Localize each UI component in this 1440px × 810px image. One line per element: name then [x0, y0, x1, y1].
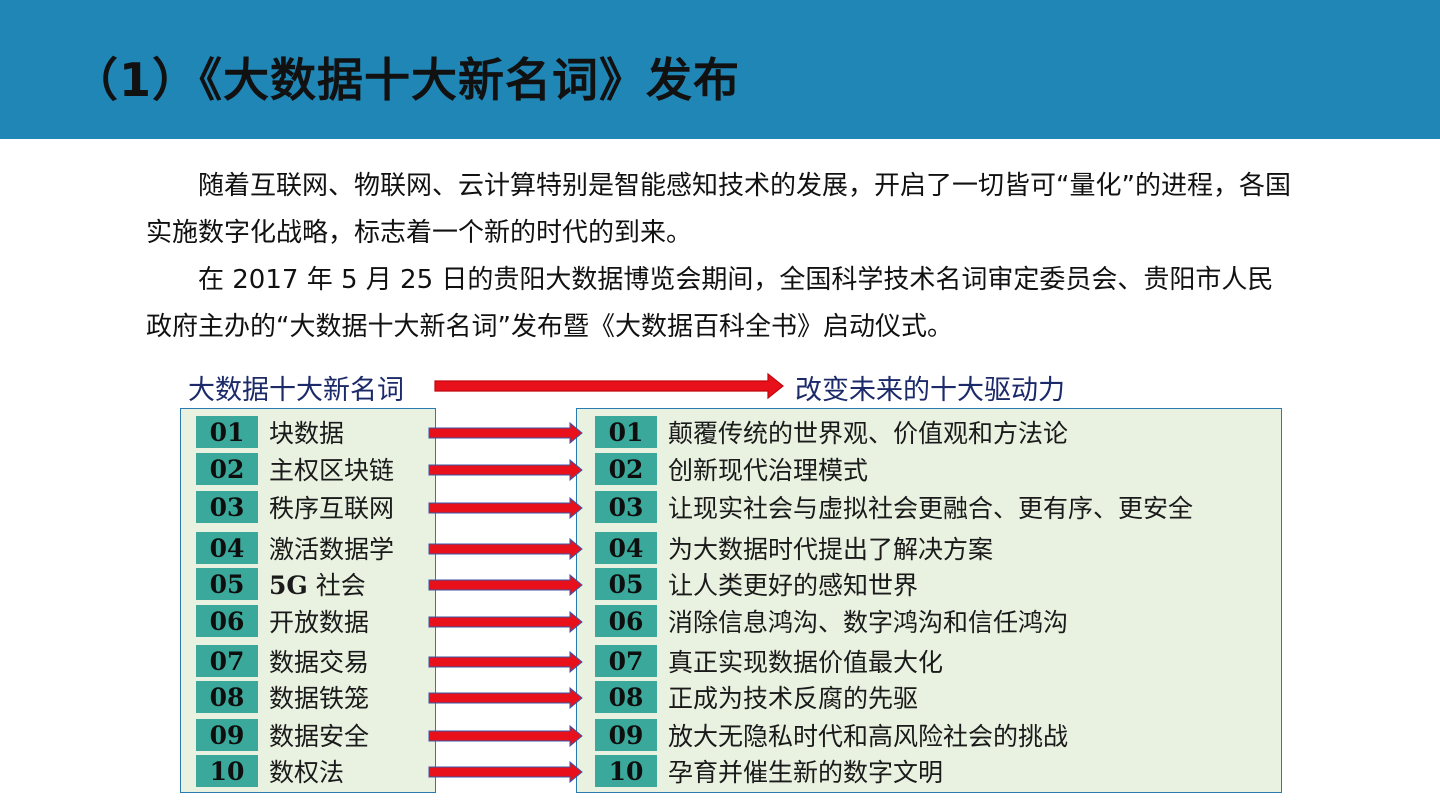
slide-title: （1）《大数据十大新名词》发布: [72, 53, 741, 107]
connector-arrow-icon: [428, 651, 583, 673]
left-heading: 大数据十大新名词: [188, 375, 404, 406]
driver-number-badge: 10: [595, 755, 657, 787]
paragraph-1: 随着互联网、物联网、云计算特别是智能感知技术的发展，开启了一切皆可“量化”的进程…: [146, 171, 1291, 248]
connector-arrow-icon: [428, 422, 583, 444]
driver-item-06: 06 消除信息鸿沟、数字鸿沟和信任鸿沟: [595, 603, 1068, 639]
connector-arrow-icon: [428, 725, 583, 747]
term-number-badge: 01: [196, 416, 258, 448]
term-item-07: 07 数据交易: [196, 643, 369, 679]
driver-number-badge: 05: [595, 568, 657, 600]
term-number-badge: 07: [196, 645, 258, 677]
term-item-08: 08 数据铁笼: [196, 679, 369, 715]
connector-arrow-icon: [428, 538, 583, 560]
driver-item-label: 真正实现数据价值最大化: [668, 648, 944, 677]
driver-number-badge: 08: [595, 681, 657, 713]
driver-number-badge: 06: [595, 605, 657, 637]
driver-item-01: 01 颠覆传统的世界观、价值观和方法论: [595, 414, 1068, 450]
driver-item-label: 消除信息鸿沟、数字鸿沟和信任鸿沟: [668, 608, 1069, 637]
paragraph-2: 在 2017 年 5 月 25 日的贵阳大数据博览会期间，全国科学技术名词审定委…: [146, 265, 1274, 342]
connector-arrow-icon: [428, 687, 583, 709]
term-number-badge: 08: [196, 681, 258, 713]
driver-item-07: 07 真正实现数据价值最大化: [595, 643, 943, 679]
term-number-badge: 02: [196, 453, 258, 485]
term-number-badge: 10: [196, 755, 258, 787]
term-item-label: 数权法: [269, 758, 345, 787]
term-number-badge: 04: [196, 532, 258, 564]
connector-arrow-icon: [428, 611, 583, 633]
body-text: 随着互联网、物联网、云计算特别是智能感知技术的发展，开启了一切皆可“量化”的进程…: [146, 163, 1296, 351]
driver-number-badge: 02: [595, 453, 657, 485]
term-item-label: 块数据: [269, 419, 345, 448]
connector-arrow-icon: [428, 574, 583, 596]
term-item-06: 06 开放数据: [196, 603, 369, 639]
driver-item-label: 创新现代治理模式: [668, 456, 869, 485]
term-item-label: 主权区块链: [269, 456, 395, 485]
title-banner: （1）《大数据十大新名词》发布: [0, 0, 1440, 139]
term-item-label: 数据交易: [269, 648, 370, 677]
drivers-panel: [576, 408, 1282, 793]
term-number-badge: 05: [196, 568, 258, 600]
connector-arrow-icon: [428, 459, 583, 481]
term-item-03: 03 秩序互联网: [196, 489, 394, 525]
driver-number-badge: 07: [595, 645, 657, 677]
term-item-label: 数据铁笼: [269, 684, 370, 713]
term-number-badge: 06: [196, 605, 258, 637]
term-item-09: 09 数据安全: [196, 717, 369, 753]
driver-item-label: 颠覆传统的世界观、价值观和方法论: [668, 419, 1069, 448]
driver-item-03: 03 让现实社会与虚拟社会更融合、更有序、更安全: [595, 489, 1193, 525]
driver-item-label: 让人类更好的感知世界: [668, 571, 919, 600]
driver-number-badge: 01: [595, 416, 657, 448]
driver-item-05: 05 让人类更好的感知世界: [595, 566, 918, 602]
driver-item-label: 为大数据时代提出了解决方案: [668, 535, 994, 564]
driver-number-badge: 04: [595, 532, 657, 564]
term-number-badge: 09: [196, 719, 258, 751]
term-item-04: 04 激活数据学: [196, 530, 394, 566]
right-heading: 改变未来的十大驱动力: [795, 375, 1065, 406]
term-number-badge: 03: [196, 491, 258, 523]
term-item-01: 01 块数据: [196, 414, 344, 450]
connector-arrow-icon: [428, 761, 583, 783]
driver-item-10: 10 孕育并催生新的数字文明: [595, 753, 943, 789]
term-item-label: 5G 社会: [269, 571, 366, 600]
driver-item-label: 放大无隐私时代和高风险社会的挑战: [668, 722, 1069, 751]
driver-item-label: 让现实社会与虚拟社会更融合、更有序、更安全: [668, 494, 1194, 523]
connector-arrow-icon: [428, 497, 583, 519]
term-item-label: 开放数据: [269, 608, 370, 637]
term-item-10: 10 数权法: [196, 753, 344, 789]
driver-item-08: 08 正成为技术反腐的先驱: [595, 679, 918, 715]
driver-item-label: 孕育并催生新的数字文明: [668, 758, 944, 787]
driver-item-label: 正成为技术反腐的先驱: [668, 684, 919, 713]
term-item-label: 秩序互联网: [269, 494, 395, 523]
driver-item-04: 04 为大数据时代提出了解决方案: [595, 530, 993, 566]
term-item-02: 02 主权区块链: [196, 451, 394, 487]
driver-number-badge: 09: [595, 719, 657, 751]
term-item-05: 05 5G 社会: [196, 566, 366, 602]
driver-item-09: 09 放大无隐私时代和高风险社会的挑战: [595, 717, 1068, 753]
driver-item-02: 02 创新现代治理模式: [595, 451, 868, 487]
main-arrow-icon: [434, 372, 784, 400]
driver-number-badge: 03: [595, 491, 657, 523]
term-item-label: 激活数据学: [269, 535, 395, 564]
term-item-label: 数据安全: [269, 722, 370, 751]
